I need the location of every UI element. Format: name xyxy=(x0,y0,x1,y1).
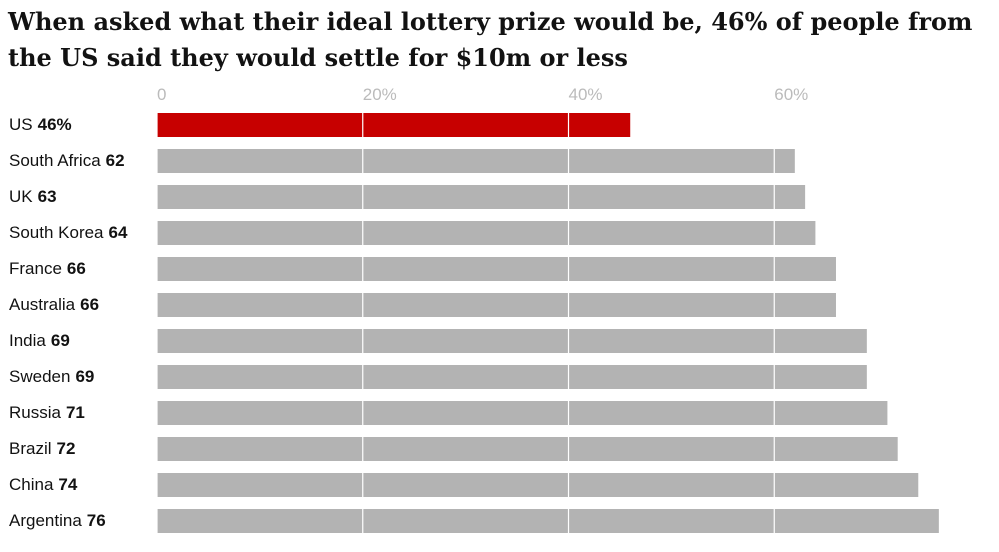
category-name: France xyxy=(9,259,62,278)
category-label: Australia 66 xyxy=(9,295,99,314)
value-label: 66 xyxy=(67,259,86,278)
value-label: 63 xyxy=(38,187,57,206)
category-name: Sweden xyxy=(9,367,70,386)
value-label: 74 xyxy=(58,475,77,494)
value-label: 71 xyxy=(66,403,85,422)
category-name: South Korea xyxy=(9,223,104,242)
value-label: 62 xyxy=(106,151,125,170)
category-name: South Africa xyxy=(9,151,101,170)
x-tick-label: 20% xyxy=(363,85,397,104)
category-label: Sweden 69 xyxy=(9,367,94,386)
bar xyxy=(157,221,816,245)
category-label: South Korea 64 xyxy=(9,223,128,242)
category-label: France 66 xyxy=(9,259,86,278)
category-label: Argentina 76 xyxy=(9,511,106,530)
x-tick-label: 0 xyxy=(157,85,166,104)
value-label: 66 xyxy=(80,295,99,314)
value-label: 72 xyxy=(57,439,76,458)
value-label: 76 xyxy=(87,511,106,530)
value-label: 64 xyxy=(109,223,128,242)
category-name: India xyxy=(9,331,46,350)
category-label: India 69 xyxy=(9,331,70,350)
category-label: Brazil 72 xyxy=(9,439,75,458)
category-name: China xyxy=(9,475,54,494)
category-name: US xyxy=(9,115,33,134)
bar xyxy=(157,113,631,137)
category-label: US 46% xyxy=(9,115,72,134)
x-tick-label: 40% xyxy=(569,85,603,104)
category-name: UK xyxy=(9,187,33,206)
bar xyxy=(157,473,919,497)
category-name: Brazil xyxy=(9,439,52,458)
category-label: UK 63 xyxy=(9,187,57,206)
bar xyxy=(157,329,867,353)
bar xyxy=(157,437,898,461)
bar xyxy=(157,509,939,533)
category-name: Russia xyxy=(9,403,62,422)
value-label: 69 xyxy=(75,367,94,386)
category-name: Australia xyxy=(9,295,76,314)
category-label: China 74 xyxy=(9,475,78,494)
bar xyxy=(157,149,795,173)
bar xyxy=(157,257,836,281)
category-label: South Africa 62 xyxy=(9,151,125,170)
bar xyxy=(157,401,888,425)
value-label: 69 xyxy=(51,331,70,350)
bar xyxy=(157,365,867,389)
category-label: Russia 71 xyxy=(9,403,85,422)
chart-title: When asked what their ideal lottery priz… xyxy=(7,7,972,72)
category-name: Argentina xyxy=(9,511,82,530)
bar xyxy=(157,293,836,317)
bar xyxy=(157,185,806,209)
x-tick-label: 60% xyxy=(774,85,808,104)
value-label: 46% xyxy=(38,115,72,134)
